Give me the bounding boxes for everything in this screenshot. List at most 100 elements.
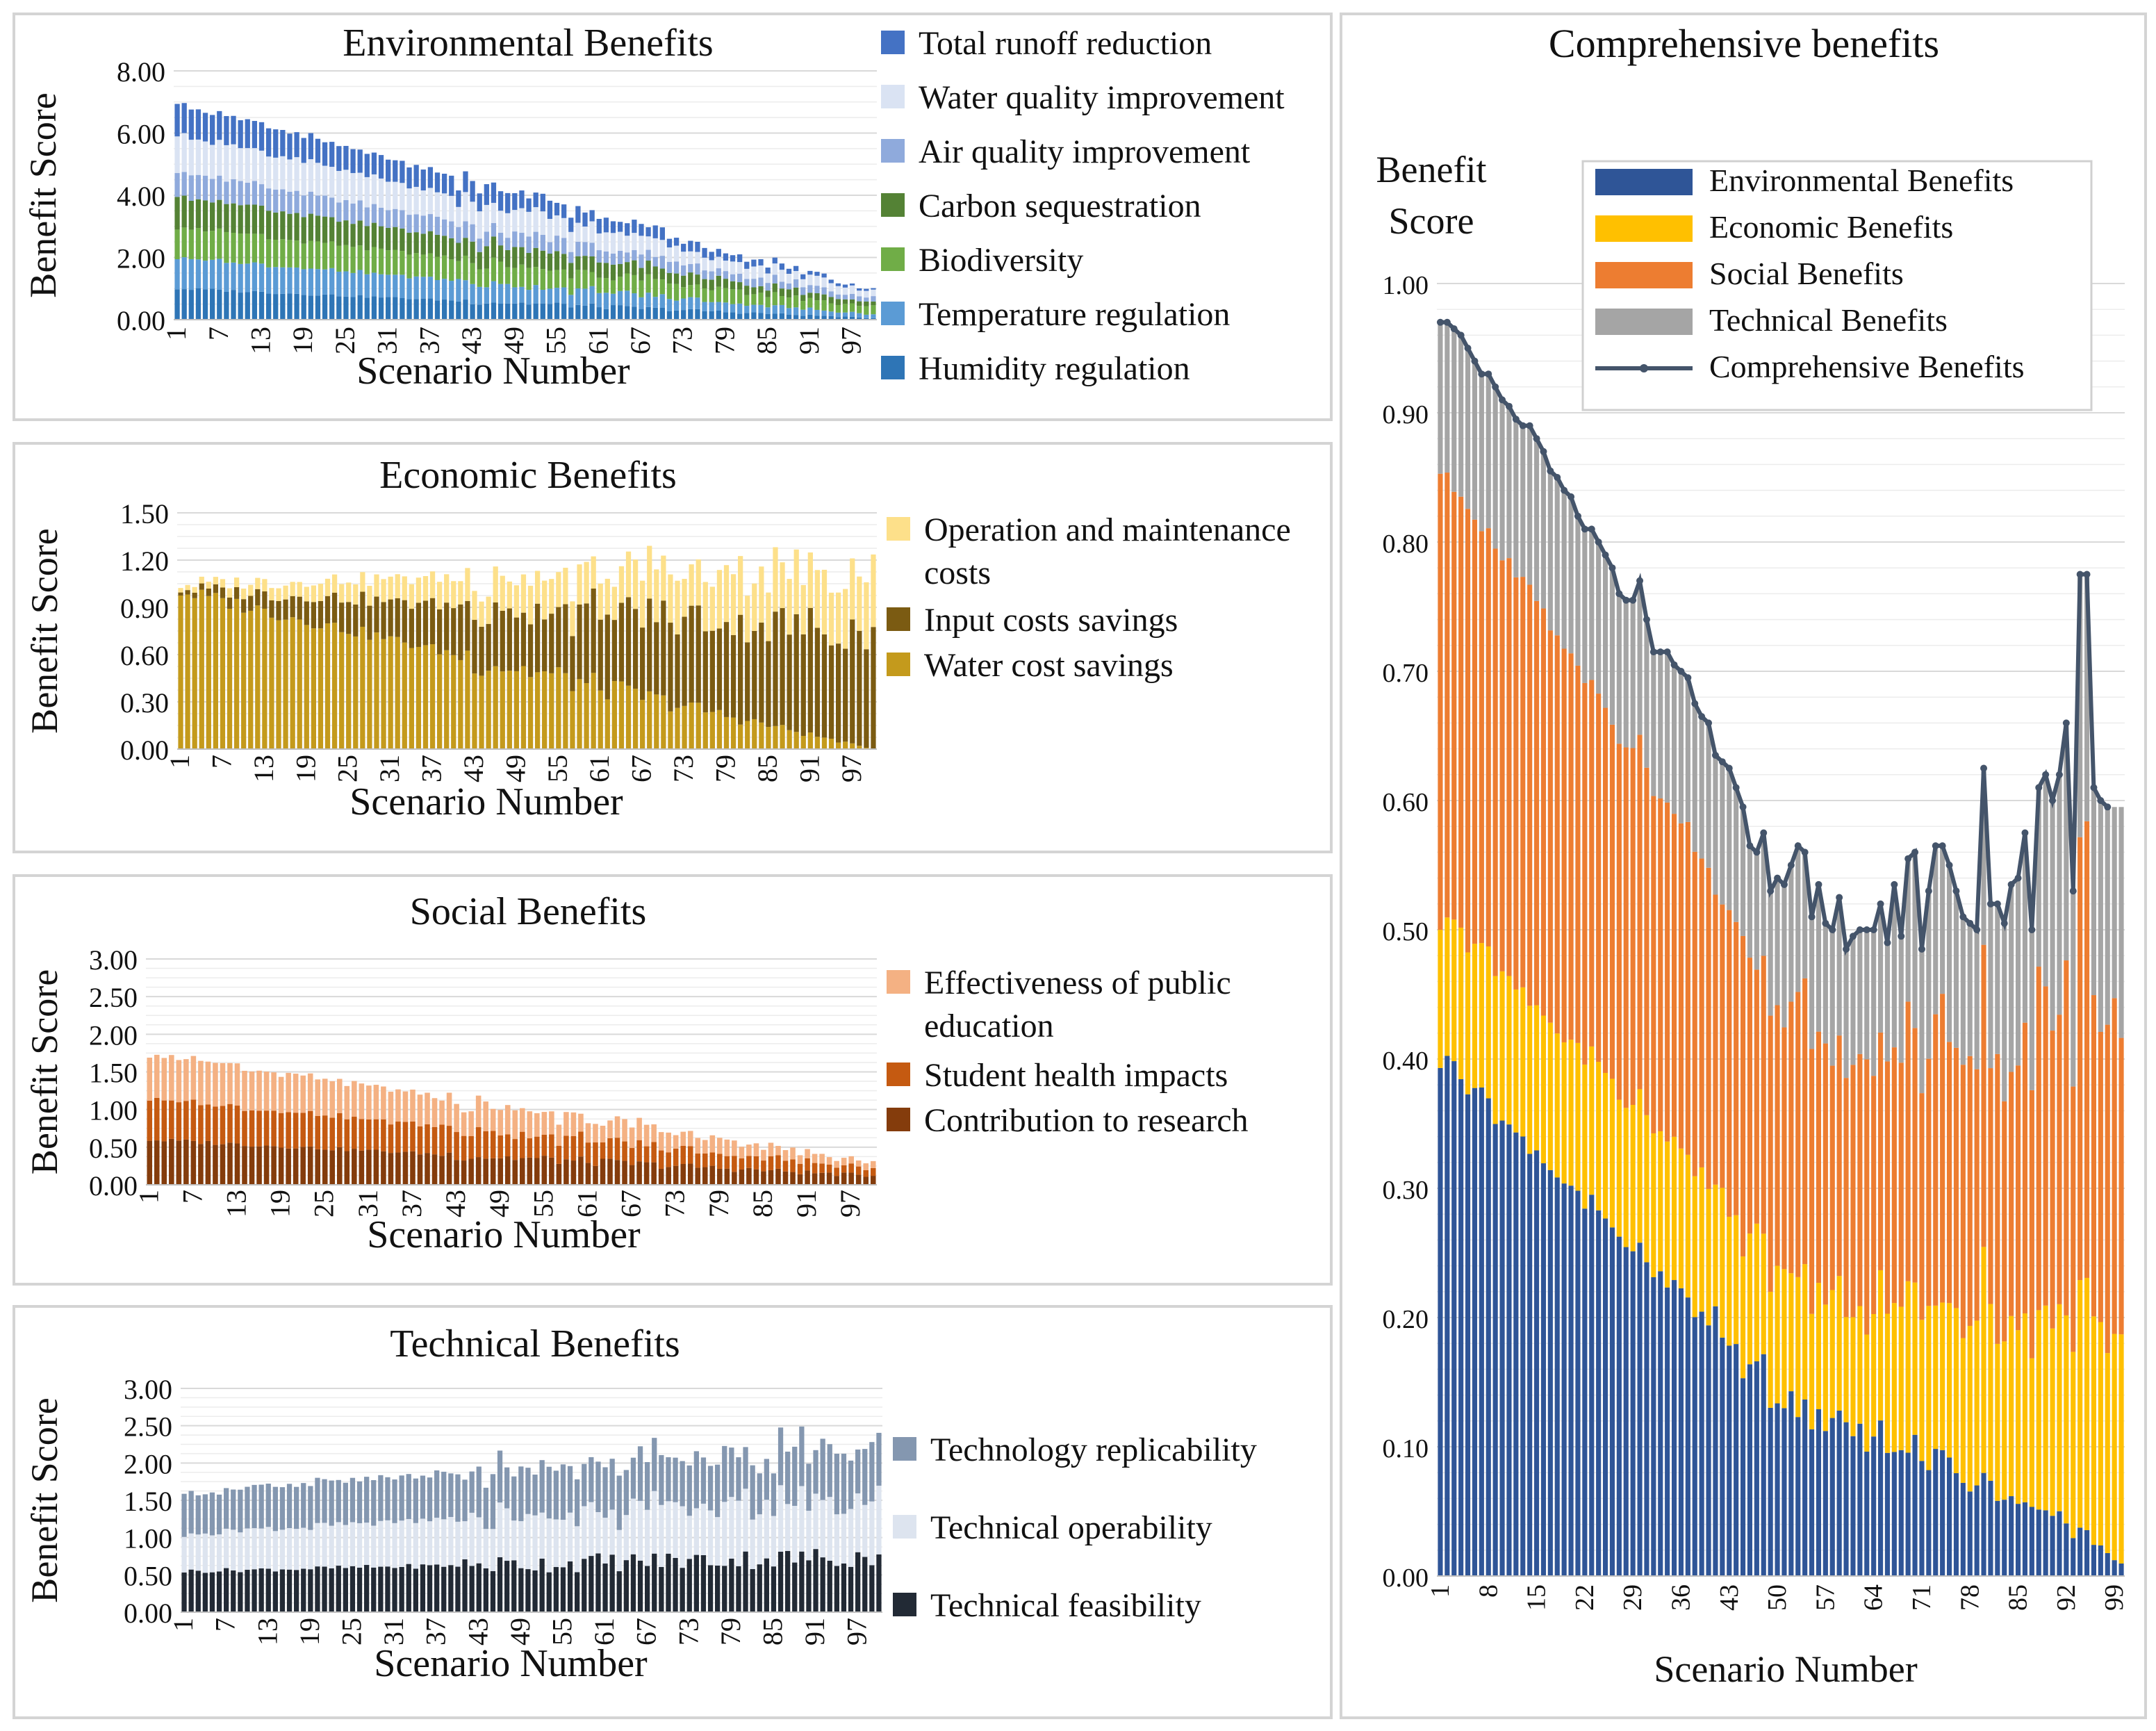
tech-bar-2 xyxy=(448,1517,454,1566)
env-bar-2 xyxy=(737,303,743,314)
env-x-tick-label: 91 xyxy=(793,327,825,354)
soc-bar-1 xyxy=(410,1151,415,1185)
tech-bar-1 xyxy=(469,1566,475,1612)
comp-bar-3 xyxy=(1713,894,1718,1185)
tech-bar-1 xyxy=(736,1566,741,1612)
soc-bar-3 xyxy=(519,1108,525,1132)
soc-bar-2 xyxy=(761,1160,766,1172)
soc-bar-1 xyxy=(190,1140,197,1185)
soc-bar-1 xyxy=(570,1160,577,1185)
soc-bar-3 xyxy=(190,1056,197,1100)
env-bar-6 xyxy=(639,236,644,255)
tech-bar-2 xyxy=(385,1520,390,1567)
comp-line-point xyxy=(1588,525,1595,533)
env-bar-4 xyxy=(231,203,236,233)
comp-bar-3 xyxy=(1734,921,1739,1215)
env-bar-7 xyxy=(695,241,700,252)
soc-bar-3 xyxy=(256,1070,262,1111)
soc-x-tick-label: 31 xyxy=(352,1190,384,1217)
comp-bar-1 xyxy=(1582,1208,1588,1576)
comp-bar-2 xyxy=(1623,1108,1629,1247)
tech-bar-1 xyxy=(700,1554,707,1612)
env-bar-1 xyxy=(217,289,222,320)
eco-bar-3 xyxy=(233,577,240,587)
env-bar-4 xyxy=(238,205,243,234)
env-bar-2 xyxy=(779,304,785,313)
env-bar-1 xyxy=(716,310,721,320)
soc-bar-3 xyxy=(366,1085,372,1119)
soc-bar-3 xyxy=(600,1125,606,1142)
env-bar-4 xyxy=(202,200,208,232)
eco-bar-3 xyxy=(185,584,190,591)
env-bar-2 xyxy=(245,263,250,293)
tech-bar-1 xyxy=(252,1569,257,1612)
eco-bar-1 xyxy=(297,619,302,749)
env-bar-7 xyxy=(329,142,335,167)
eco-bar-3 xyxy=(654,569,659,623)
comp-bar-3 xyxy=(1472,519,1478,944)
soc-bar-3 xyxy=(812,1154,818,1163)
soc-bar-1 xyxy=(593,1165,598,1185)
env-bar-5 xyxy=(357,200,363,221)
env-bar-4 xyxy=(702,279,707,289)
soc-bar-2 xyxy=(497,1135,504,1158)
eco-bar-1 xyxy=(422,645,429,749)
eco-x-tick-label: 19 xyxy=(290,755,321,782)
comp-bar-4 xyxy=(1926,891,1932,1059)
eco-bar-1 xyxy=(255,605,261,749)
env-bar-6 xyxy=(673,245,680,262)
env-bar-5 xyxy=(786,283,792,290)
eco-x-tick-label: 7 xyxy=(206,755,237,769)
env-bar-4 xyxy=(427,231,434,254)
env-chart-title: Environmental Benefits xyxy=(343,22,713,65)
env-bar-3 xyxy=(217,228,222,259)
env-bar-1 xyxy=(871,318,876,320)
tech-bar-2 xyxy=(827,1497,832,1561)
env-bar-3 xyxy=(744,295,750,306)
eco-bar-2 xyxy=(486,623,491,671)
env-bar-6 xyxy=(765,273,771,284)
tech-bar-1 xyxy=(750,1569,755,1612)
soc-bar-2 xyxy=(563,1135,569,1160)
eco-legend-label: Water cost savings xyxy=(924,647,1174,684)
soc-bar-1 xyxy=(666,1167,671,1185)
eco-bar-2 xyxy=(220,587,226,598)
eco-bar-1 xyxy=(290,617,295,749)
eco-bar-3 xyxy=(696,559,701,606)
eco-bar-1 xyxy=(723,716,730,749)
comp-bar-3 xyxy=(1926,1058,1932,1306)
env-bar-2 xyxy=(441,279,447,300)
eco-bar-2 xyxy=(752,630,757,719)
env-bar-7 xyxy=(371,152,377,174)
comp-bar-4 xyxy=(1788,865,1794,1002)
eco-bar-2 xyxy=(353,604,359,637)
eco-bar-2 xyxy=(793,614,799,732)
comp-bar-2 xyxy=(1658,1131,1663,1272)
comp-line-point xyxy=(1492,383,1499,391)
env-bar-2 xyxy=(400,274,405,298)
comp-line-point xyxy=(1863,926,1870,933)
env-bar-4 xyxy=(477,252,482,270)
tech-bar-2 xyxy=(743,1488,748,1552)
soc-bar-1 xyxy=(352,1149,357,1185)
env-bar-1 xyxy=(751,312,757,320)
env-bar-6 xyxy=(174,136,180,174)
tech-bar-2 xyxy=(469,1512,475,1566)
env-bar-3 xyxy=(645,274,651,293)
soc-bar-3 xyxy=(373,1085,379,1119)
eco-bar-1 xyxy=(178,595,183,749)
soc-bar-2 xyxy=(227,1104,233,1143)
eco-bar-2 xyxy=(436,609,443,655)
env-bar-6 xyxy=(864,290,869,298)
comp-bar-4 xyxy=(2050,801,2055,1031)
env-bar-5 xyxy=(393,208,398,227)
eco-bar-3 xyxy=(563,568,568,605)
soc-bar-3 xyxy=(147,1058,153,1101)
tech-bar-1 xyxy=(294,1570,299,1612)
comp-line-point xyxy=(2007,880,2015,888)
comp-bar-1 xyxy=(2022,1502,2028,1576)
comp-legend-swatch xyxy=(1595,262,1693,288)
comp-bar-4 xyxy=(1520,425,1526,577)
env-bar-6 xyxy=(463,192,468,222)
env-bar-1 xyxy=(575,304,581,320)
